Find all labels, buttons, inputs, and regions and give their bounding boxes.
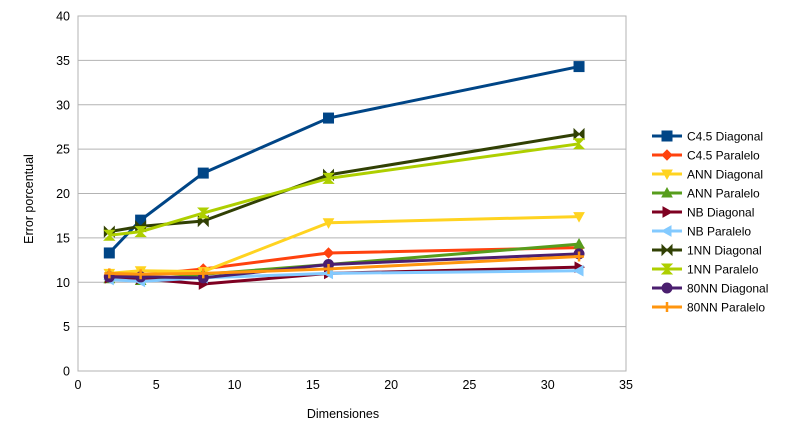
x-tick-label: 20: [384, 378, 398, 392]
data-point: [197, 167, 209, 179]
data-point: [103, 229, 116, 241]
y-tick-label: 30: [56, 98, 70, 112]
x-tick-labels: 0 5 10 15 20 25 30 35: [75, 378, 633, 392]
series-layer: [103, 61, 586, 290]
y-tick-label: 10: [56, 276, 70, 290]
data-point: [322, 247, 335, 259]
y-tick-labels: 0 5 10 15 20 25 30 35 40: [56, 10, 70, 379]
legend-label: C4.5 Diagonal: [687, 130, 763, 144]
legend-marker: [662, 302, 672, 312]
legend-label: NB Diagonal: [687, 206, 754, 220]
legend-label: 1NN Diagonal: [687, 244, 762, 258]
legend-marker: [661, 186, 673, 198]
data-point: [574, 251, 585, 262]
series-80nn-paralelo: [104, 251, 585, 280]
legend-marker: [660, 225, 672, 237]
y-tick-label: 5: [63, 320, 70, 334]
legend-item: C4.5 Paralelo: [652, 149, 760, 163]
data-point: [573, 238, 585, 249]
data-point: [198, 268, 209, 279]
legend-item: ANN Paralelo: [652, 187, 760, 201]
legend-marker: [660, 263, 674, 275]
data-point: [322, 218, 335, 229]
legend-item: C4.5 Diagonal: [652, 130, 763, 144]
legend-label: 1NN Paralelo: [687, 263, 759, 277]
x-tick-label: 25: [462, 378, 476, 392]
legend-marker: [661, 169, 673, 181]
x-axis-title: Dimensiones: [307, 407, 379, 421]
legend-marker: [661, 282, 673, 294]
legend-label: 80NN Diagonal: [687, 282, 768, 296]
legend: C4.5 Diagonal C4.5 Paralelo ANN Diagonal AN…: [652, 130, 768, 315]
data-point: [573, 212, 585, 223]
legend-item: 80NN Diagonal: [652, 282, 768, 296]
y-tick-label: 15: [56, 231, 70, 245]
data-point: [573, 127, 585, 141]
data-point: [135, 269, 146, 280]
legend-label: 80NN Paralelo: [687, 301, 765, 315]
x-tick-label: 5: [153, 378, 160, 392]
y-tick-label: 40: [56, 10, 70, 24]
data-point: [134, 226, 147, 238]
legend-marker: [661, 130, 673, 142]
data-point: [323, 263, 334, 274]
x-tick-label: 30: [541, 378, 555, 392]
x-tick-label: 35: [619, 378, 633, 392]
legend-item: NB Paralelo: [652, 225, 751, 239]
legend-item: ANN Diagonal: [652, 168, 763, 182]
legend-label: ANN Paralelo: [687, 187, 760, 201]
legend-item: 1NN Diagonal: [652, 244, 762, 258]
legend-item: NB Diagonal: [652, 206, 754, 220]
data-point: [104, 268, 115, 279]
series-1nn-paralelo: [103, 138, 586, 241]
grid-lines: [78, 59, 626, 328]
legend-marker: [662, 206, 674, 218]
plot-area-border: [77, 15, 627, 372]
data-point: [573, 61, 585, 73]
y-tick-label: 20: [56, 187, 70, 201]
legend-item: 80NN Paralelo: [652, 301, 765, 315]
data-point: [103, 247, 115, 259]
data-point: [572, 138, 586, 150]
data-point: [323, 112, 335, 124]
legend-marker: [661, 149, 673, 161]
data-point: [322, 172, 335, 184]
data-point: [197, 207, 210, 219]
legend-item: 1NN Paralelo: [652, 263, 759, 277]
y-tick-label: 25: [56, 143, 70, 157]
x-tick-label: 0: [75, 378, 82, 392]
legend-label: C4.5 Paralelo: [687, 149, 760, 163]
legend-marker: [661, 243, 673, 257]
y-tick-label: 0: [63, 365, 70, 379]
legend-label: NB Paralelo: [687, 225, 751, 239]
legend-label: ANN Diagonal: [687, 168, 763, 182]
x-tick-label: 10: [228, 378, 242, 392]
series-line: [108, 65, 580, 254]
y-axis-title: Error porcentual: [22, 154, 36, 244]
x-tick-label: 15: [306, 378, 320, 392]
y-tick-label: 35: [56, 54, 70, 68]
data-point: [572, 264, 584, 277]
series-c4-5-diagonal: [103, 61, 585, 259]
